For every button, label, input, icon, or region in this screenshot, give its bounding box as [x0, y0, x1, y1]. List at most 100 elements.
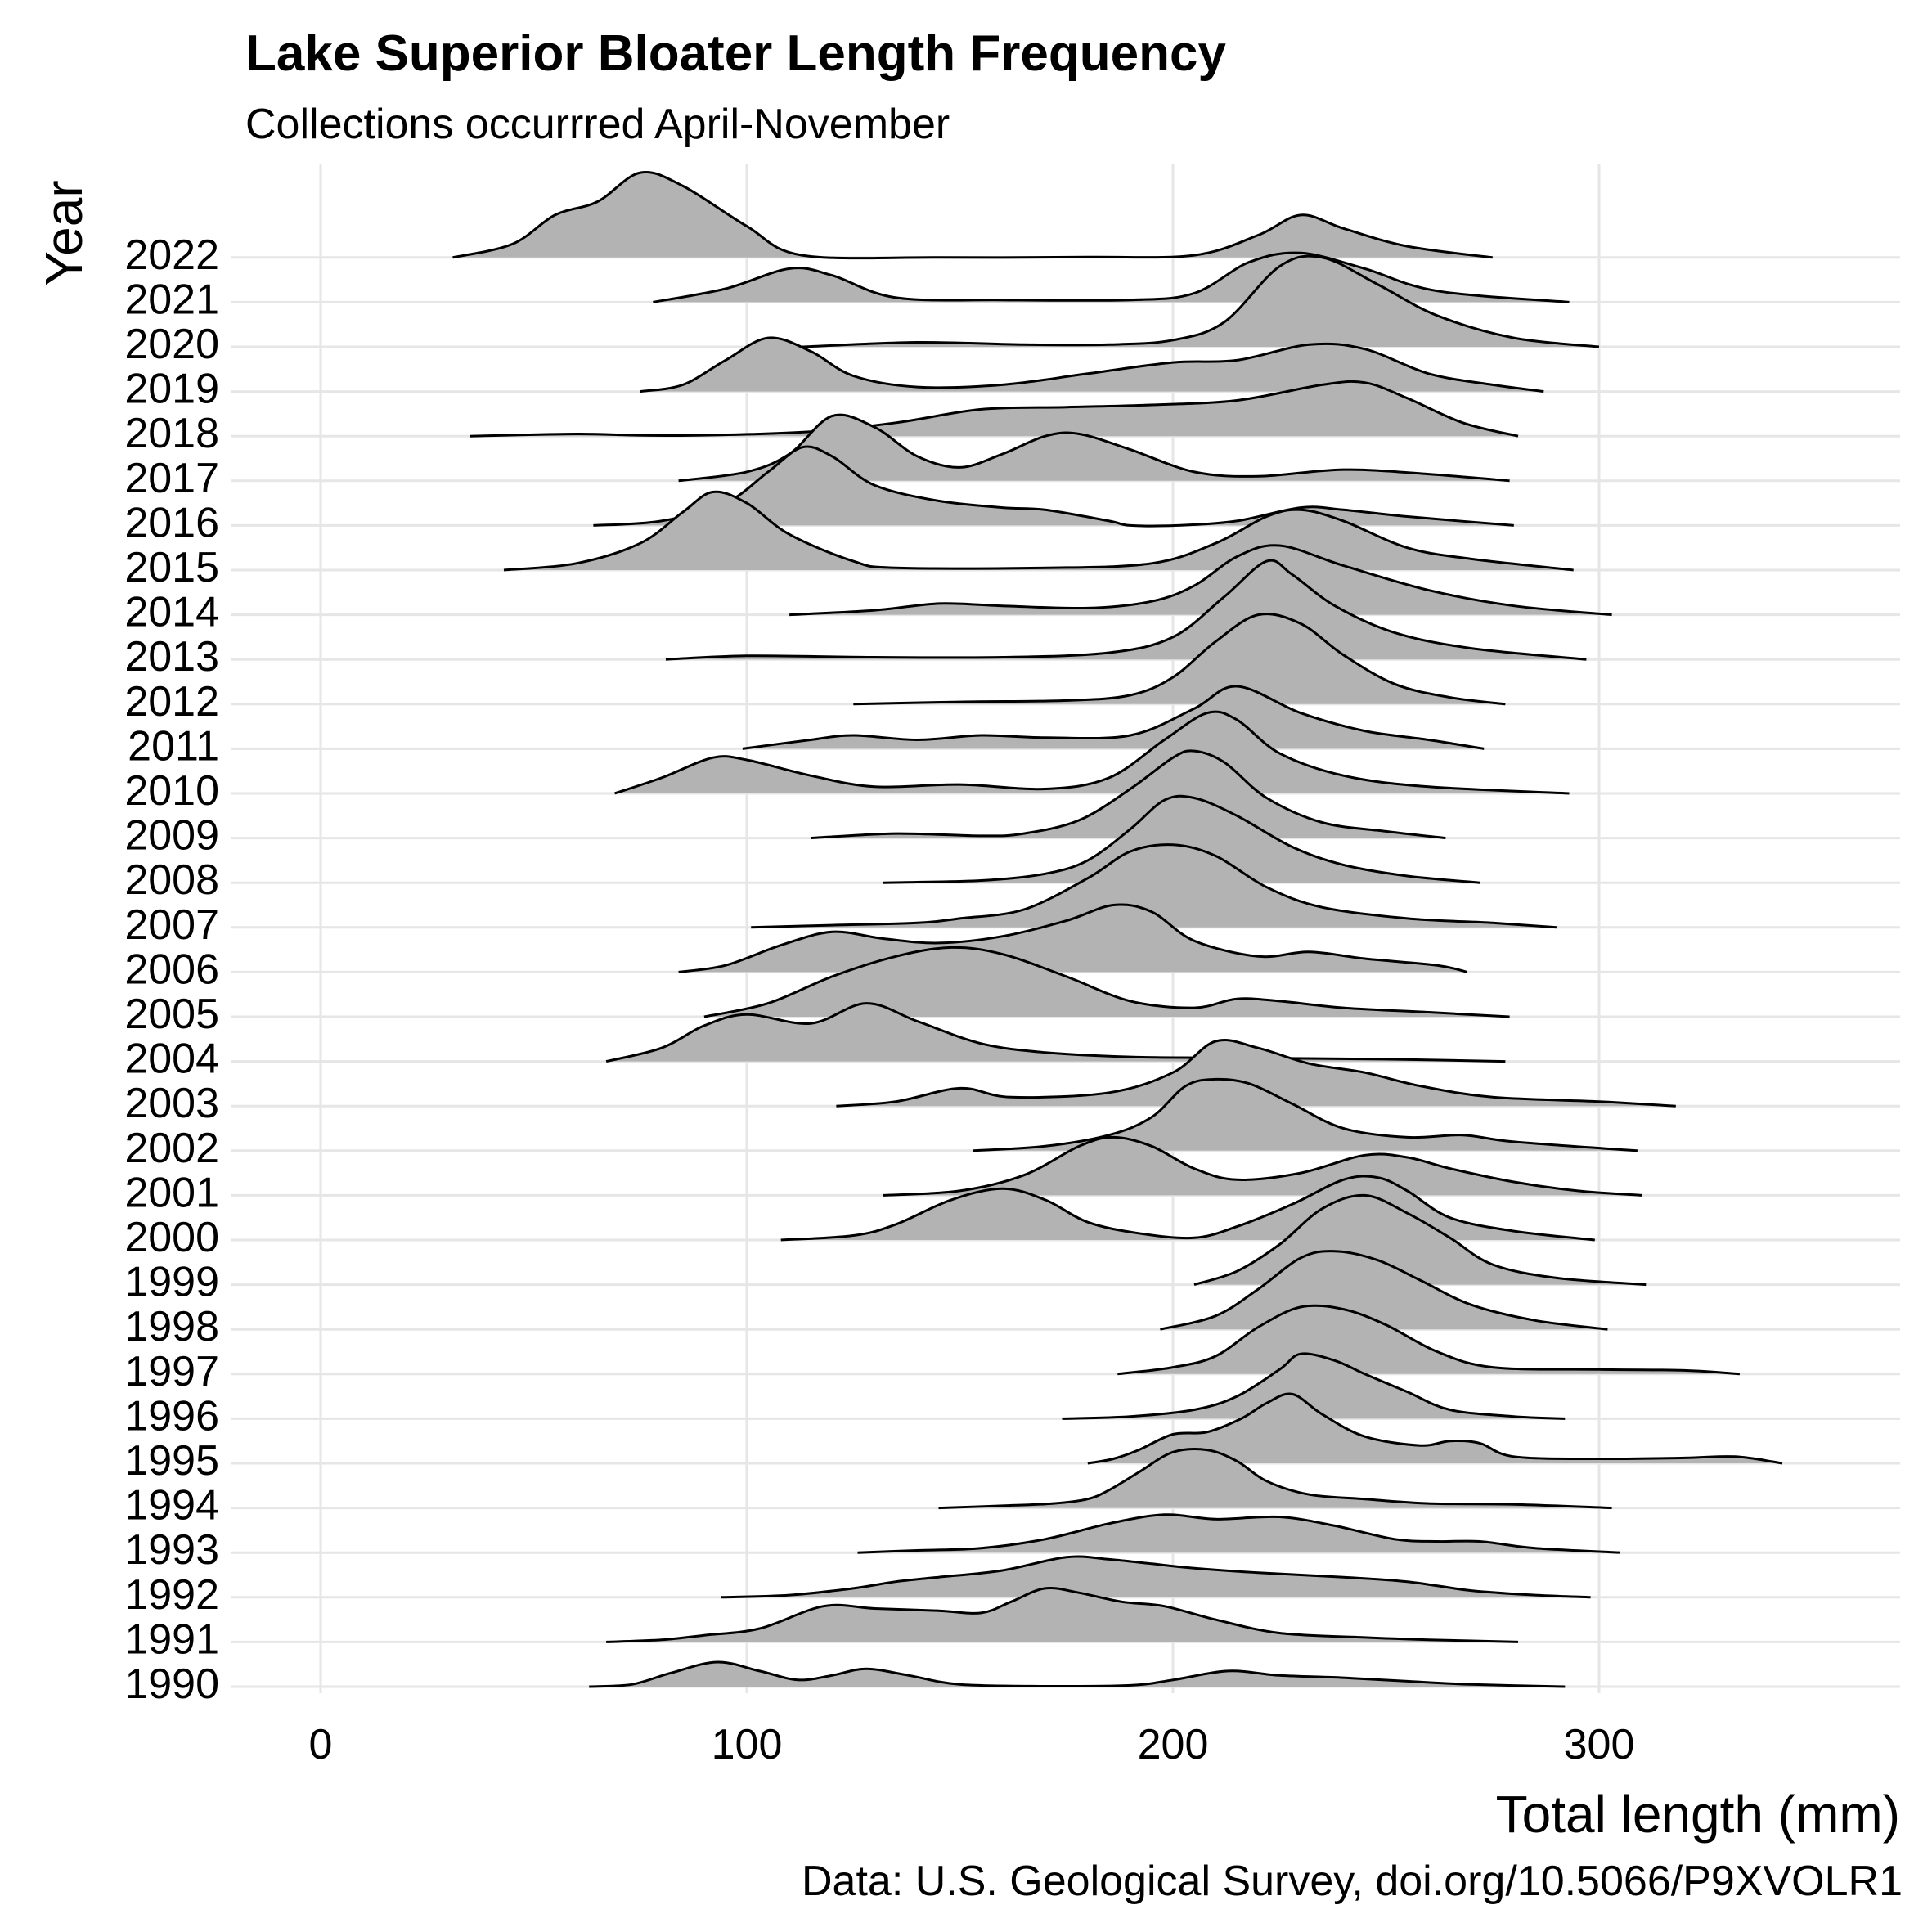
y-tick-label: 2008	[124, 856, 219, 904]
ridge-fill	[853, 613, 1506, 704]
ridge-line	[703, 946, 1510, 1018]
ridge-line	[802, 254, 1600, 348]
ridge-fill	[742, 685, 1485, 749]
ridge-line	[751, 843, 1557, 929]
ridge-line	[938, 1447, 1612, 1510]
ridge-2018	[470, 380, 1519, 438]
ridge-fill	[1087, 1394, 1782, 1463]
ridge-fill	[678, 904, 1467, 973]
x-tick-label: 0	[309, 1721, 333, 1768]
ridge-fill	[857, 1514, 1620, 1553]
ridge-2015	[503, 490, 1574, 572]
ridge-fill	[721, 1556, 1591, 1597]
ridge-line	[593, 445, 1514, 528]
x-tick-labels: 0 100 200 300	[309, 1721, 1635, 1768]
y-tick-label: 2019	[124, 366, 219, 413]
x-tick-label: 100	[712, 1721, 783, 1768]
ridge-line	[470, 380, 1519, 438]
y-tick-label: 2002	[124, 1125, 219, 1172]
ridge-2022	[452, 170, 1493, 260]
ridge-fill	[1117, 1305, 1740, 1374]
ridge-2003	[836, 1039, 1676, 1108]
ridge-fill	[836, 1040, 1676, 1107]
ridge-line	[742, 685, 1485, 750]
ridge-2009	[811, 749, 1446, 840]
y-tick-label: 2006	[124, 946, 219, 993]
y-axis-title: Year	[34, 180, 93, 285]
ridge-line	[589, 1660, 1566, 1688]
ridge-fill	[802, 256, 1599, 347]
ridge-fill	[640, 337, 1544, 392]
y-tick-label: 1992	[124, 1571, 219, 1619]
ridge-line	[503, 490, 1574, 572]
y-tick-label: 2013	[124, 633, 219, 681]
y-tick-label: 2009	[124, 812, 219, 860]
ridge-2021	[653, 251, 1570, 303]
ridge-2007	[751, 843, 1557, 929]
y-tick-label: 2018	[124, 410, 219, 457]
ridge-fill	[751, 844, 1557, 928]
ridge-fill	[614, 712, 1570, 793]
y-tick-label: 2021	[124, 276, 219, 323]
ridge-line	[606, 1587, 1519, 1643]
ridge-line	[614, 710, 1570, 795]
y-tick-label: 2016	[124, 499, 219, 546]
ridge-line	[678, 903, 1467, 973]
ridge-line	[973, 1077, 1638, 1152]
chart-caption: Data: U.S. Geological Survey, doi.org/10…	[801, 1858, 1903, 1905]
ridge-fill	[703, 947, 1510, 1017]
ridge-fill	[1062, 1353, 1566, 1419]
ridge-2017	[678, 413, 1510, 483]
ridge-line	[678, 413, 1510, 483]
y-tick-label: 2012	[124, 678, 219, 726]
chart-title: Lake Superior Bloater Length Frequency	[245, 25, 1226, 82]
y-tick-label: 2020	[124, 321, 219, 368]
ridge-fill	[883, 1137, 1642, 1196]
ridge-2010	[614, 710, 1570, 795]
y-tick-labels: 1990199119921993199419951996199719981999…	[124, 231, 219, 1708]
ridge-line	[836, 1039, 1676, 1108]
ridge-2014	[789, 544, 1612, 617]
ridge-fill	[593, 446, 1514, 527]
ridge-fill	[811, 750, 1446, 838]
ridge-line	[789, 544, 1612, 617]
y-tick-label: 2001	[124, 1169, 219, 1216]
ridge-fill	[1160, 1251, 1608, 1330]
ridge-fill	[883, 796, 1480, 883]
ridge-2016	[593, 445, 1514, 528]
ridge-line	[653, 251, 1570, 303]
y-tick-label: 2014	[124, 589, 219, 636]
ridge-line	[452, 170, 1493, 260]
ridge-fill	[452, 172, 1493, 258]
ridge-fill	[504, 492, 1574, 570]
ridge-line	[857, 1513, 1621, 1554]
ridge-2013	[665, 559, 1587, 661]
y-tick-label: 2005	[124, 991, 219, 1038]
y-tick-label: 2000	[124, 1214, 219, 1261]
ridge-line	[1062, 1352, 1566, 1420]
y-tick-label: 1996	[124, 1392, 219, 1440]
ridge-1991	[606, 1587, 1519, 1643]
y-tick-label: 1994	[124, 1482, 219, 1530]
y-tick-label: 2003	[124, 1080, 219, 1127]
ridge-fill	[789, 545, 1612, 615]
ridge-2008	[883, 794, 1480, 884]
y-tick-label: 1998	[124, 1303, 219, 1350]
ridge-fill	[589, 1661, 1566, 1687]
ridge-1995	[1087, 1392, 1783, 1465]
ridge-line	[853, 613, 1506, 706]
ridge-fill	[938, 1449, 1612, 1508]
ridge-line	[883, 1135, 1642, 1197]
ridge-fill	[666, 560, 1587, 660]
ridge-fill	[678, 415, 1510, 481]
ridge-line	[721, 1555, 1591, 1599]
y-tick-label: 2022	[124, 231, 219, 279]
ridge-2012	[853, 613, 1506, 706]
y-tick-label: 1990	[124, 1660, 219, 1708]
y-tick-label: 1999	[124, 1259, 219, 1306]
ridge-line	[1117, 1304, 1740, 1376]
ridge-fill	[606, 1588, 1518, 1642]
ridges	[452, 170, 1783, 1688]
ridge-line	[811, 749, 1446, 840]
